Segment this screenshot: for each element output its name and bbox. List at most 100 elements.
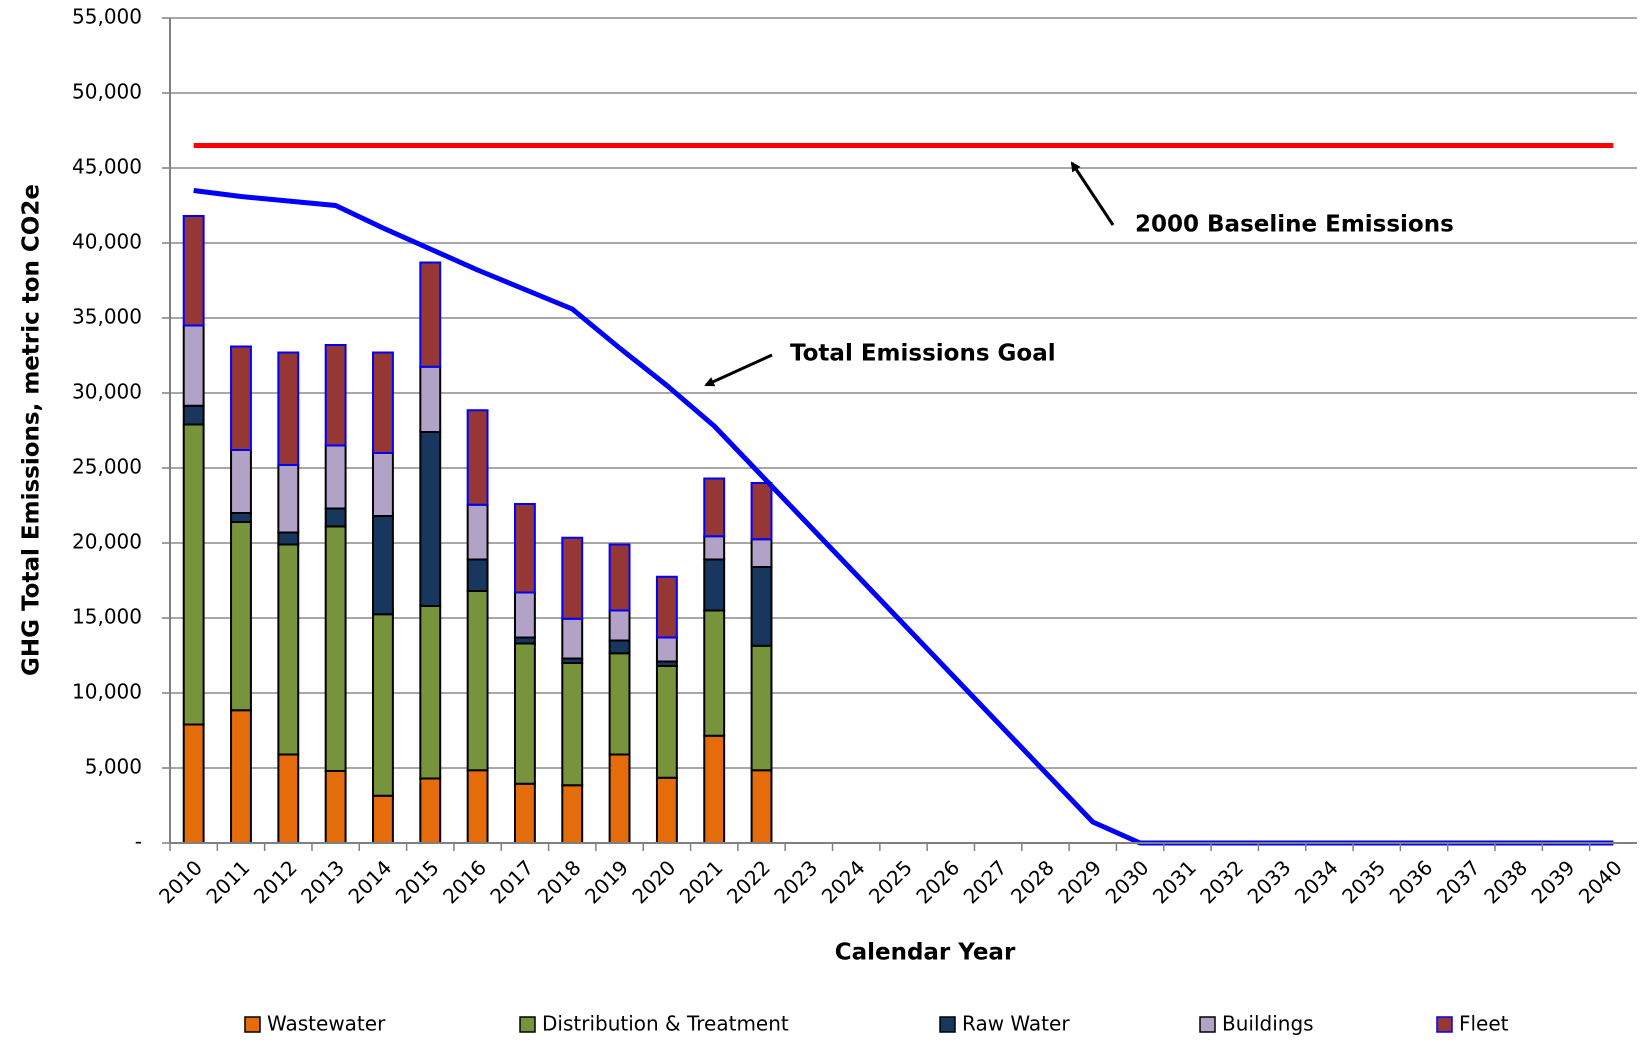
- y-tick-label: 5,000: [85, 755, 142, 779]
- x-tick-label: 2031: [1148, 855, 1201, 908]
- y-tick-label: 25,000: [72, 455, 142, 479]
- y-tick-label: 10,000: [72, 680, 142, 704]
- x-tick-label: 2039: [1526, 855, 1579, 908]
- y-tick-label: 30,000: [72, 380, 142, 404]
- bar-segment: [230, 521, 252, 712]
- bar-segment: [561, 784, 584, 844]
- bar-segment: [608, 753, 631, 844]
- bar-segment: [324, 444, 347, 510]
- x-tick-label: 2027: [959, 855, 1012, 908]
- axes: - 5,000 10,000 15,000 20,000 25,000 30,000 35,0…: [72, 5, 1637, 908]
- bar-segment: [513, 503, 536, 594]
- x-tick-label: 2013: [296, 855, 349, 908]
- bar-segment: [372, 351, 394, 454]
- annotation-arrow: [704, 353, 773, 387]
- bar-segment: [277, 531, 300, 546]
- bar-segment: [750, 482, 773, 541]
- bar-segment: [655, 776, 678, 844]
- bars: [182, 215, 773, 844]
- bar-segment: [182, 404, 205, 426]
- bar-segment: [513, 642, 536, 785]
- bar-segment: [419, 365, 442, 433]
- x-tick-label: 2038: [1479, 855, 1532, 908]
- bar-segment: [703, 477, 726, 538]
- x-tick-label: 2028: [1006, 855, 1059, 908]
- bar-segment: [372, 613, 394, 797]
- legend-label: Wastewater: [267, 1012, 386, 1036]
- bar-segment: [182, 423, 205, 726]
- bar-segment: [324, 344, 347, 447]
- legend-swatch: [519, 1016, 536, 1033]
- x-tick-label: 2017: [485, 855, 538, 908]
- x-tick-label: 2037: [1432, 855, 1485, 908]
- bar-segment: [372, 515, 394, 616]
- bar-segment: [324, 770, 347, 844]
- bar-segment: [182, 215, 205, 327]
- x-tick-label: 2023: [769, 855, 822, 908]
- legend-label: Fleet: [1459, 1012, 1509, 1036]
- legend-label: Raw Water: [962, 1012, 1070, 1036]
- y-tick-label: 35,000: [72, 305, 142, 329]
- bar-segment: [608, 652, 631, 756]
- x-tick-label: 2030: [1101, 855, 1154, 908]
- x-tick-label: 2036: [1385, 855, 1438, 908]
- y-tick-label: 20,000: [72, 530, 142, 554]
- annotation: Total Emissions Goal: [790, 341, 1056, 367]
- x-tick-label: 2018: [533, 855, 586, 908]
- bar-segment: [419, 431, 442, 607]
- bar-segment: [750, 644, 773, 772]
- bar-segment: [466, 769, 489, 844]
- x-tick-label: 2034: [1290, 855, 1343, 908]
- x-tick-label: 2019: [580, 855, 633, 908]
- x-tick-label: 2026: [911, 855, 964, 908]
- bar-segment: [277, 753, 300, 844]
- bar-segment: [372, 794, 394, 844]
- x-tick-label: 2025: [864, 855, 917, 908]
- bar-segment: [561, 662, 584, 787]
- legend-swatch: [939, 1016, 956, 1033]
- bar-segment: [230, 512, 252, 523]
- legend-label: Distribution & Treatment: [542, 1012, 789, 1036]
- bar-segment: [277, 351, 300, 466]
- x-tick-label: 2015: [391, 855, 444, 908]
- legend-swatch: [244, 1016, 261, 1033]
- bar-segment: [324, 507, 347, 528]
- bar-segment: [466, 503, 489, 561]
- y-tick-label: 15,000: [72, 605, 142, 629]
- x-tick-label: 2035: [1337, 855, 1390, 908]
- x-tick-label: 2011: [201, 855, 254, 908]
- bar-segment: [608, 639, 631, 655]
- x-axis-title: Calendar Year: [835, 940, 1016, 966]
- legend-swatch: [1436, 1016, 1453, 1033]
- bar-segment: [513, 782, 536, 844]
- grid: [170, 17, 1637, 844]
- bar-segment: [655, 665, 678, 779]
- x-tick-label: 2029: [1053, 855, 1106, 908]
- y-tick-label: 45,000: [72, 155, 142, 179]
- bar-segment: [703, 558, 726, 612]
- bar-segment: [750, 769, 773, 844]
- bar-segment: [277, 464, 300, 534]
- y-tick-label: 55,000: [72, 5, 142, 29]
- x-tick-label: 2032: [1195, 855, 1248, 908]
- bar-segment: [419, 261, 442, 368]
- bar-segment: [750, 538, 773, 568]
- x-tick-label: 2020: [627, 855, 680, 908]
- bar-segment: [750, 566, 773, 647]
- y-tick-label: 40,000: [72, 230, 142, 254]
- x-tick-label: 2033: [1243, 855, 1296, 908]
- bar-segment: [703, 734, 726, 844]
- bar-segment: [372, 452, 394, 517]
- bar-segment: [561, 536, 584, 620]
- y-tick-label: 50,000: [72, 80, 142, 104]
- x-tick-label: 2024: [817, 855, 870, 908]
- x-tick-label: 2022: [722, 855, 775, 908]
- x-tick-label: 2012: [249, 855, 302, 908]
- bar-segment: [608, 543, 631, 612]
- line-series: [193, 188, 1614, 846]
- bar-segment: [277, 543, 300, 756]
- bar-segment: [655, 575, 678, 639]
- bar-segment: [182, 723, 205, 844]
- annotation-arrow: [1070, 161, 1115, 226]
